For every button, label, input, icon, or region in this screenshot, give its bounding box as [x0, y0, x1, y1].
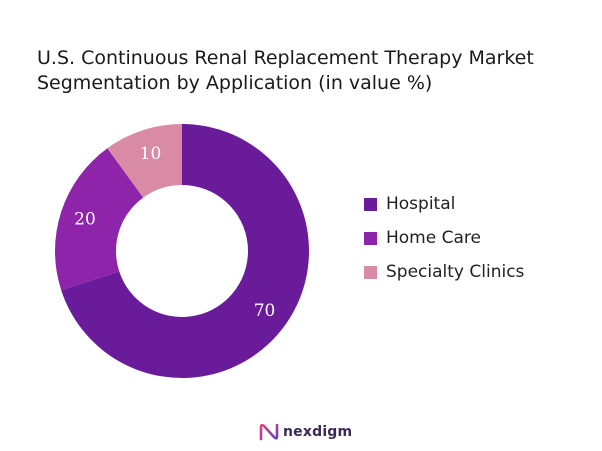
legend-swatch-specialty-clinics	[364, 265, 377, 279]
legend-label-specialty-clinics: Specialty Clinics	[386, 262, 525, 282]
chart-legend: Hospital Home Care Specialty Clinics	[364, 187, 524, 289]
slice-home-care	[55, 148, 144, 291]
legend-item-home-care: Home Care	[364, 221, 524, 255]
brand-name: nexdigm	[283, 424, 353, 440]
chart-title-line-1: U.S. Continuous Renal Replacement Therap…	[37, 47, 534, 69]
legend-item-hospital: Hospital	[364, 187, 524, 221]
legend-swatch-hospital	[364, 197, 377, 211]
brand-footer: nexdigm	[259, 423, 352, 441]
data-label-home-care: 20	[74, 209, 96, 229]
chart-title: U.S. Continuous Renal Replacement Therap…	[37, 46, 577, 96]
legend-label-hospital: Hospital	[386, 194, 456, 214]
data-label-hospital: 70	[254, 301, 276, 321]
data-label-specialty-clinics: 10	[140, 144, 162, 164]
slice-hospital	[61, 124, 310, 378]
slice-specialty-clinics	[107, 124, 182, 198]
nexdigm-logo-icon	[259, 423, 279, 441]
legend-item-specialty-clinics: Specialty Clinics	[364, 255, 524, 289]
chart-title-line-2: Segmentation by Application (in value %)	[37, 72, 433, 94]
legend-swatch-home-care	[364, 231, 377, 245]
legend-label-home-care: Home Care	[386, 228, 481, 248]
